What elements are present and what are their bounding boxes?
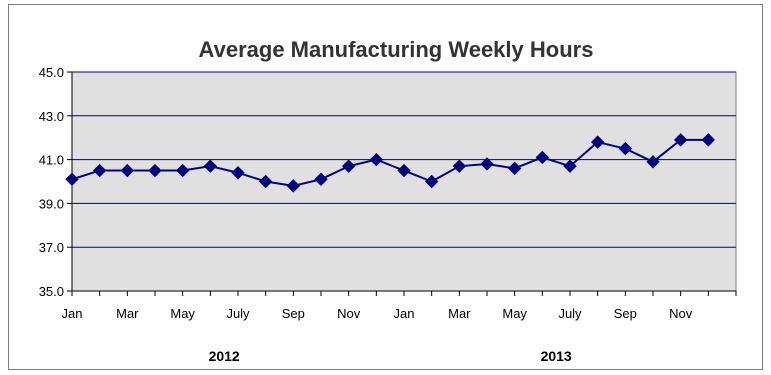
data-point [258, 174, 273, 189]
plot-area [71, 71, 737, 292]
x-tick-label: Sep [614, 306, 637, 321]
data-point [65, 172, 79, 187]
x-tick-label: Mar [448, 306, 471, 321]
data-point [314, 172, 328, 187]
year-label: 2012 [209, 348, 240, 364]
data-point [507, 161, 522, 176]
data-point [92, 163, 107, 178]
data-point [341, 159, 356, 173]
data-point [231, 166, 245, 180]
data-point [286, 179, 301, 193]
chart-frame: Average Manufacturing Weekly Hours 35.0 3… [8, 4, 763, 370]
year-label: 2013 [541, 348, 572, 364]
x-tick-label: July [558, 306, 582, 321]
x-tick-label: Nov [669, 306, 693, 321]
data-point [618, 141, 633, 156]
data-point [369, 152, 384, 167]
data-point [646, 155, 660, 169]
x-tick-label: Jan [394, 306, 415, 321]
line-chart: Average Manufacturing Weekly Hours 35.0 3… [8, 4, 763, 370]
x-tick-label: Mar [116, 306, 139, 321]
x-tick-label: July [226, 306, 250, 321]
x-tick-label: May [502, 306, 527, 321]
y-tick-label: 43.0 [39, 109, 64, 124]
data-point [203, 159, 218, 173]
data-point [452, 159, 467, 173]
y-tick-label: 37.0 [39, 240, 64, 255]
y-tick-label: 45.0 [39, 65, 64, 80]
chart-title: Average Manufacturing Weekly Hours [199, 37, 594, 62]
data-point [148, 163, 162, 178]
x-tick-label: Jan [62, 306, 83, 321]
x-tick-label: Nov [337, 306, 361, 321]
data-point [673, 133, 688, 147]
y-tick-label: 35.0 [39, 284, 64, 299]
y-tick-label: 39.0 [39, 196, 64, 211]
x-tick-label: Sep [282, 306, 305, 321]
data-point [424, 174, 439, 189]
data-point [590, 135, 605, 149]
data-point [397, 163, 411, 178]
data-point [175, 163, 190, 178]
data-point [120, 163, 135, 178]
data-point [563, 159, 577, 173]
data-point [480, 157, 494, 171]
data-point [535, 150, 550, 165]
y-tick-label: 41.0 [39, 153, 64, 168]
x-tick-label: May [170, 306, 195, 321]
data-point [701, 133, 716, 147]
